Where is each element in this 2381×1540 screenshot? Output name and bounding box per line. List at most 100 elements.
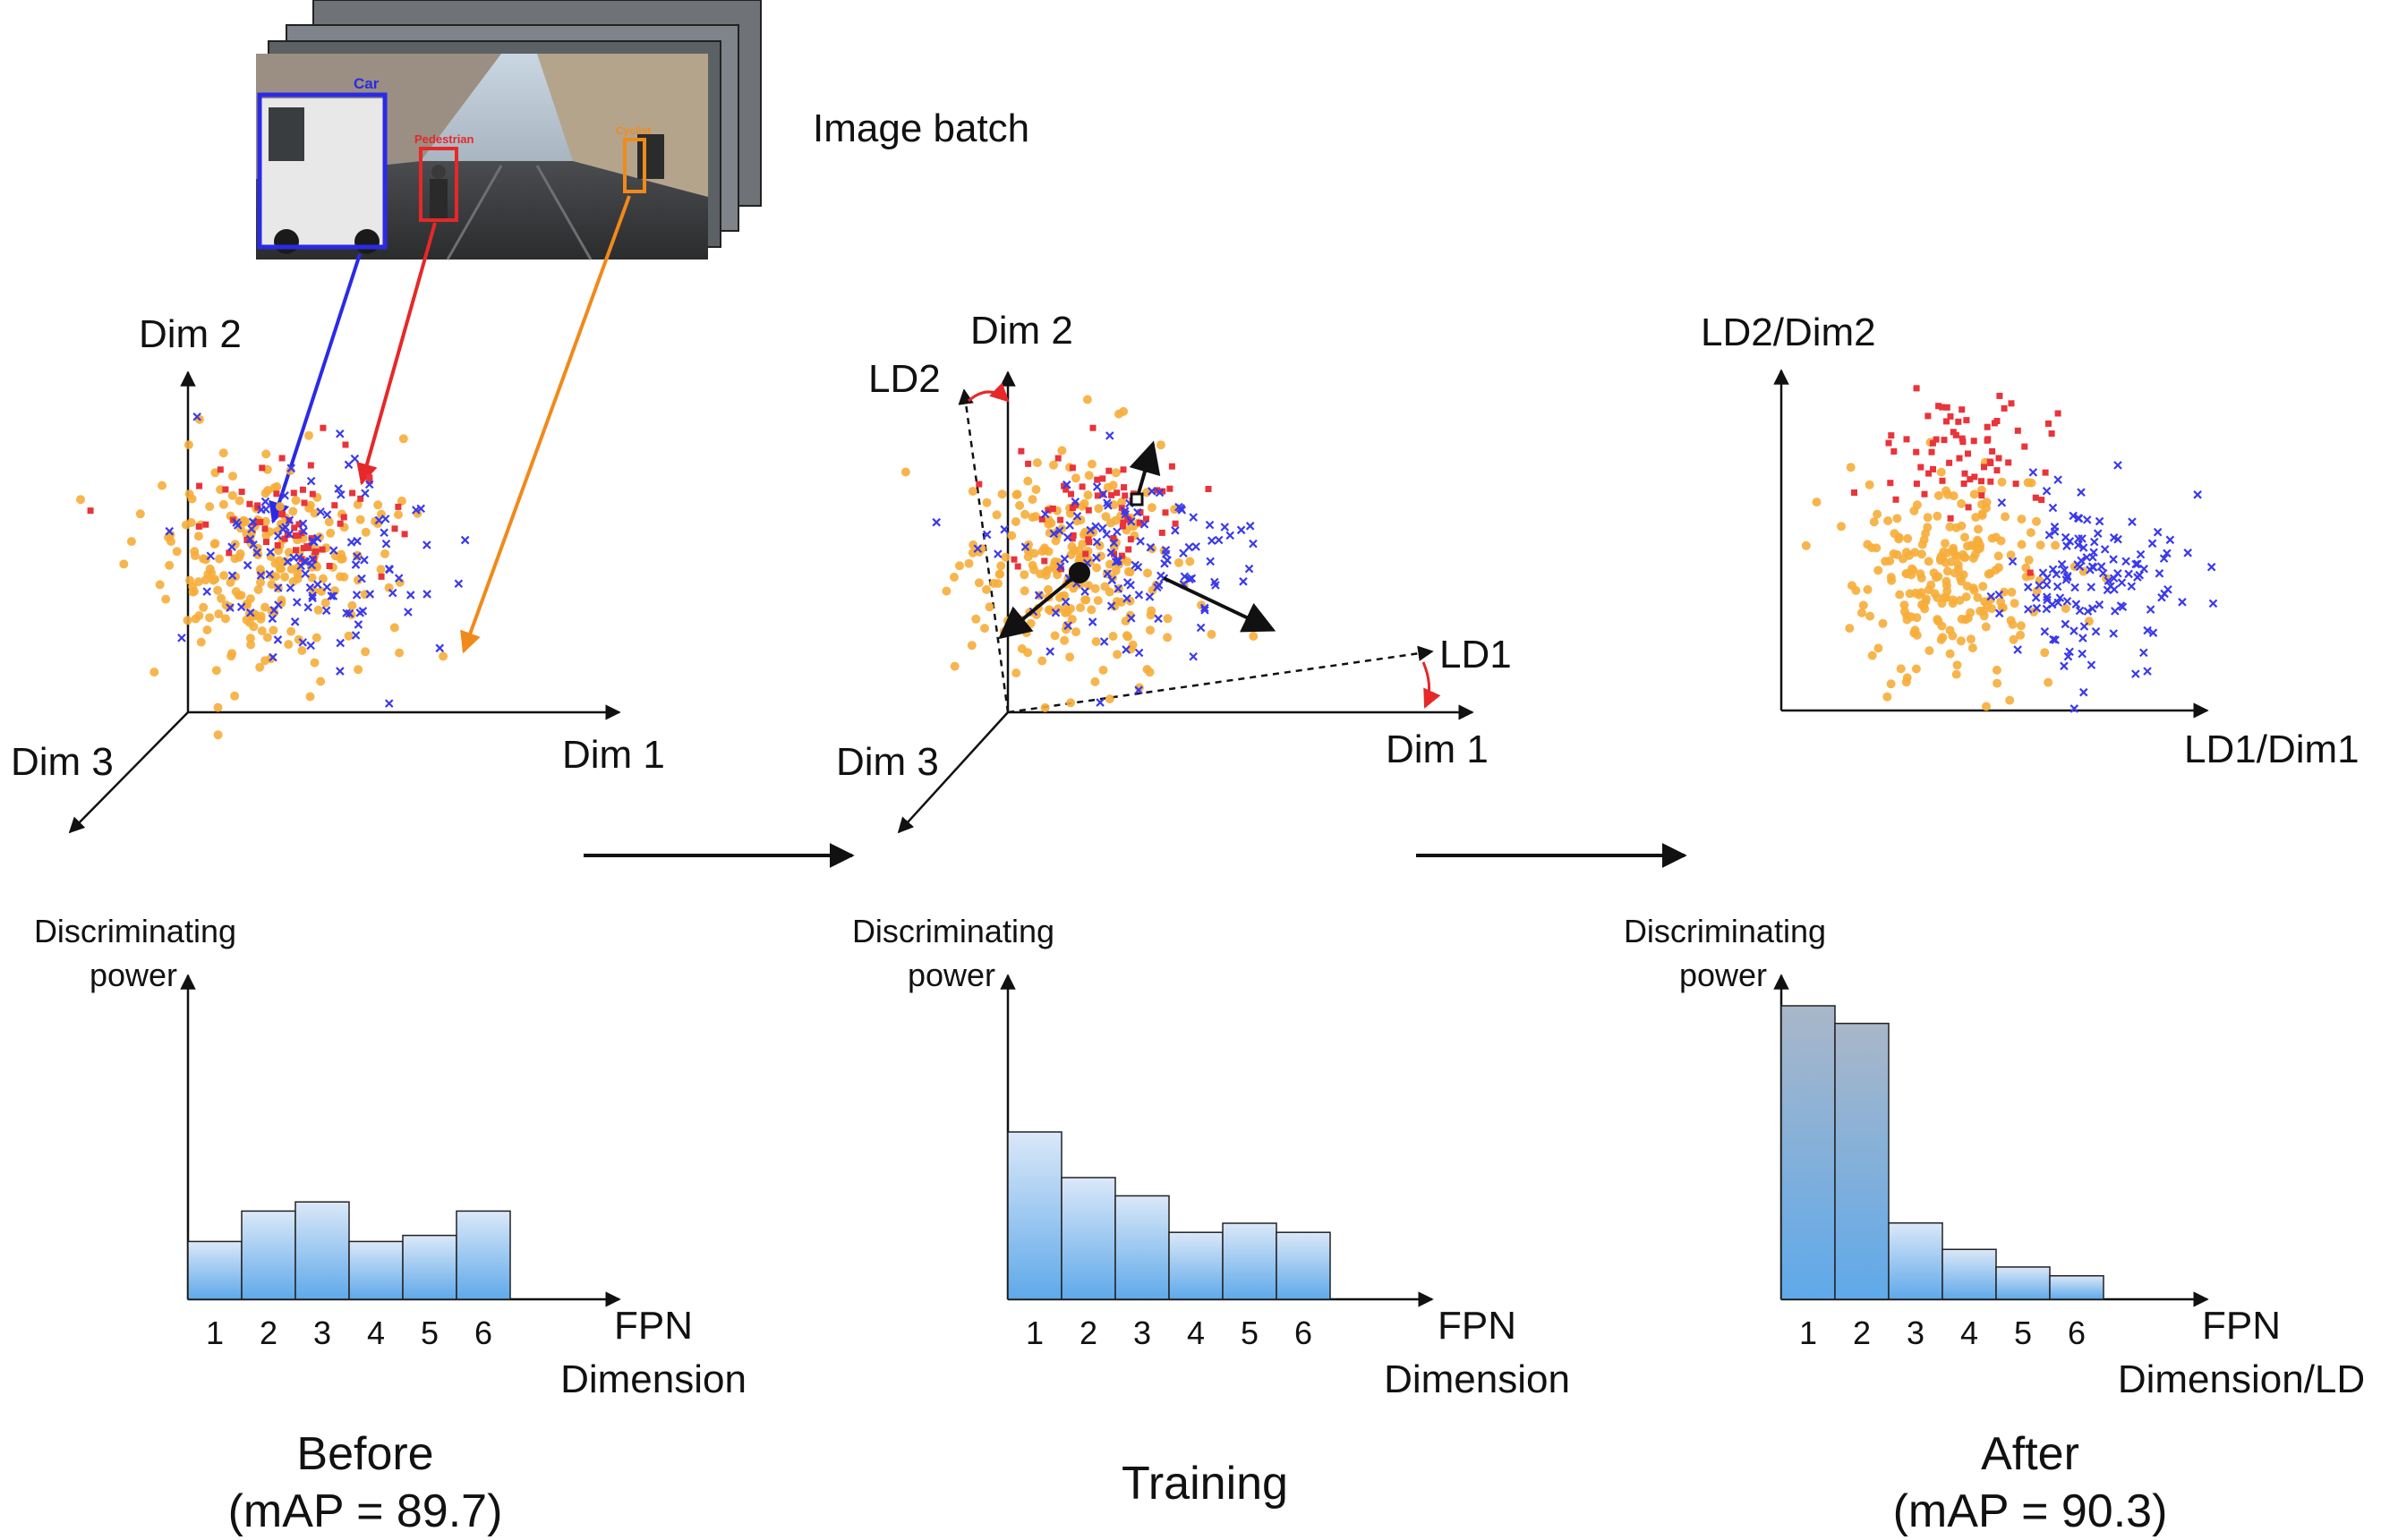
- training-blue-point: [1205, 520, 1215, 530]
- after-blue-point: [2083, 607, 2093, 616]
- before-blue-point: [245, 534, 255, 544]
- training-blue-point: [1086, 525, 1095, 535]
- before-blue-point: [226, 603, 235, 612]
- after-orange-point: [1896, 664, 1906, 674]
- after-orange-point: [1949, 543, 1959, 553]
- before-blue-point: [329, 546, 338, 555]
- before-orange-point: [205, 564, 215, 574]
- training-blue-point: [1080, 587, 1089, 596]
- before-orange-point: [184, 489, 194, 499]
- after-orange-point: [1873, 566, 1883, 575]
- before-blue-point: [345, 608, 354, 618]
- before-red-point: [222, 486, 229, 493]
- training-red-point: [1168, 463, 1175, 470]
- before-orange-point: [202, 625, 212, 634]
- ld2-rotation-arrow: [968, 382, 1010, 403]
- before-orange-point: [161, 594, 171, 604]
- before-orange-point: [269, 483, 279, 493]
- after-blue-point: [2193, 490, 2202, 499]
- after-orange-point: [1845, 624, 1855, 634]
- after-orange-point: [1903, 533, 1913, 543]
- training-orange-point: [994, 569, 1004, 579]
- after-blue-point: [2165, 535, 2175, 545]
- after-orange-point: [1894, 532, 1904, 542]
- training-blue-point: [1154, 614, 1163, 624]
- training-blue-point: [973, 544, 983, 553]
- before-orange-point: [339, 572, 349, 582]
- training-blue-point: [1160, 559, 1169, 568]
- after-orange-point: [2040, 648, 2050, 658]
- training-blue-point: [1155, 488, 1165, 498]
- before-orange-point: [249, 622, 259, 632]
- before-orange-point: [193, 532, 203, 541]
- training-red-point: [1085, 536, 1092, 543]
- before-blue-point: [192, 412, 201, 421]
- after-orange-point: [1801, 540, 1811, 550]
- training-red-point: [1057, 566, 1064, 573]
- after-bar-4: [1941, 1248, 1997, 1300]
- image-batch-label: Image batch: [813, 106, 1029, 150]
- after-bar-tick-6: 6: [2068, 1315, 2086, 1351]
- after-orange-point: [1949, 491, 1959, 501]
- before-blue-point: [308, 593, 317, 603]
- before-orange-point: [199, 602, 209, 612]
- before-orange-point: [256, 568, 266, 578]
- after-blue-point: [2038, 568, 2048, 577]
- pedestrian-box-label: Pedestrian: [414, 132, 474, 146]
- after-blue-point: [2031, 593, 2041, 602]
- training-blue-point: [1098, 523, 1107, 533]
- before-blue-point: [252, 548, 261, 557]
- before-bar-2: [241, 1210, 296, 1300]
- after-red-point: [2014, 427, 2021, 434]
- before-orange-point: [277, 564, 286, 574]
- after-blue-point: [2136, 549, 2146, 559]
- training-orange-point: [1031, 485, 1041, 494]
- after-blue-point: [2075, 606, 2085, 616]
- training-orange-point: [971, 614, 981, 624]
- after-orange-point: [1882, 692, 1892, 702]
- training-blue-point: [1092, 553, 1101, 563]
- before-blue-point: [286, 464, 296, 472]
- after-caption-title: After: [1981, 1428, 2079, 1480]
- before-blue-point: [460, 535, 470, 545]
- before-orange-point: [274, 556, 284, 566]
- before-blue-point: [364, 480, 374, 489]
- after-bar-tick-2: 2: [1853, 1315, 1871, 1351]
- after-red-point: [1970, 438, 1977, 445]
- before-bar-xlabel-line1: FPN: [614, 1304, 693, 1348]
- after-orange-point: [1916, 574, 1926, 583]
- after-orange-point: [1857, 608, 1866, 617]
- after-blue-point: [2146, 605, 2155, 614]
- before-orange-point: [278, 522, 288, 532]
- training-orange-point: [1111, 468, 1121, 478]
- after-red-point: [1978, 478, 1984, 485]
- before-red-point: [263, 539, 269, 546]
- before-blue-point: [385, 564, 394, 574]
- training-red-point: [1057, 516, 1064, 523]
- before-red-point: [366, 478, 373, 485]
- after-orange-point: [1966, 634, 1976, 644]
- after-orange-point: [2005, 695, 2015, 705]
- before-orange-point: [205, 613, 215, 623]
- training-orange-point: [1020, 509, 1030, 519]
- before-blue-point: [329, 591, 338, 600]
- training-blue-point: [1063, 621, 1072, 631]
- training-blue-point: [982, 530, 992, 540]
- training-orange-point: [964, 558, 974, 568]
- after-orange-point: [2006, 550, 2016, 560]
- after-red-point: [1939, 404, 1946, 411]
- after-red-point: [1913, 385, 1920, 392]
- before-blue-point: [278, 524, 287, 533]
- mean-vector-right: [1163, 576, 1276, 633]
- before-blue-point: [257, 505, 266, 515]
- before-blue-point: [361, 489, 370, 498]
- before-red-point: [292, 532, 299, 540]
- after-orange-point: [1923, 523, 1933, 532]
- before-blue-point: [312, 533, 322, 543]
- training-blue-point: [1120, 506, 1130, 515]
- after-orange-point: [1960, 532, 1969, 542]
- training-blue-point: [1171, 526, 1180, 535]
- training-blue-point: [1200, 606, 1209, 615]
- after-blue-point: [2109, 533, 2119, 542]
